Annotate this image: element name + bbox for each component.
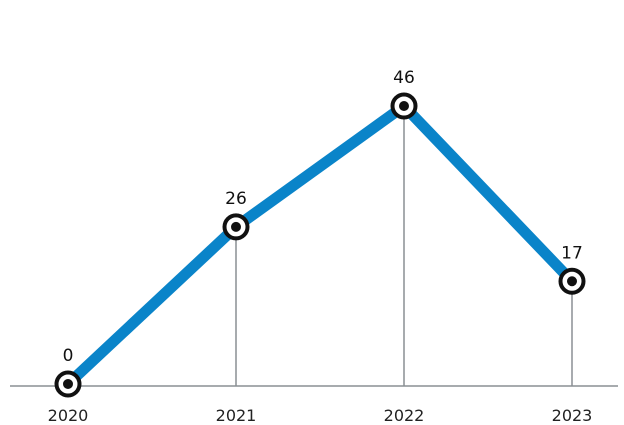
x-tick-label-2023: 2023 (552, 406, 593, 425)
drop-lines (236, 106, 572, 386)
data-label-2022: 46 (393, 68, 415, 88)
x-tick-label-2021: 2021 (216, 406, 257, 425)
point-marker-2020 (57, 373, 80, 396)
point-marker-2023 (561, 270, 584, 293)
markers-group (57, 95, 584, 396)
series-line (68, 106, 572, 384)
x-tick-labels-group: 2020 2021 2022 2023 (48, 406, 593, 425)
x-tick-label-2020: 2020 (48, 406, 89, 425)
point-marker-2021 (225, 215, 248, 238)
x-tick-label-2022: 2022 (384, 406, 425, 425)
series-line-group (68, 106, 572, 384)
data-label-2021: 26 (225, 189, 247, 209)
data-label-2023: 17 (561, 243, 583, 263)
data-label-2020: 0 (63, 346, 74, 366)
point-marker-2022 (393, 95, 416, 118)
